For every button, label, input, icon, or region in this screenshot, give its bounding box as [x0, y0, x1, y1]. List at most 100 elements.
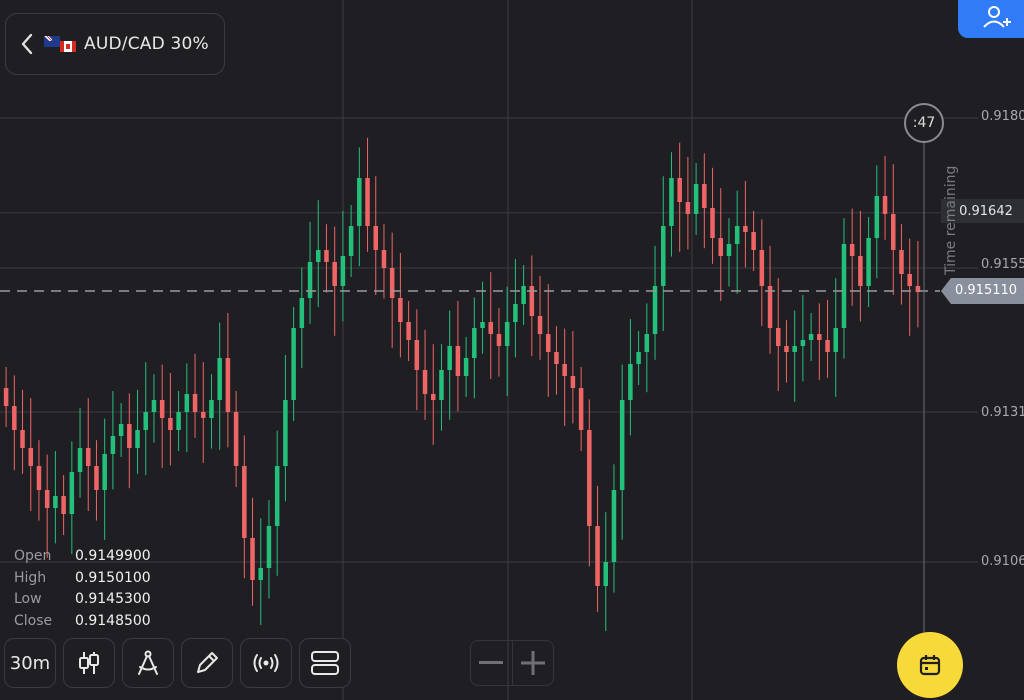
zoom-divider [511, 641, 513, 685]
candle-body [118, 424, 124, 436]
draw-button[interactable] [181, 638, 233, 688]
zoom-out-button[interactable] [471, 641, 512, 685]
candle-body [595, 526, 600, 586]
add-user-button[interactable] [958, 0, 1024, 38]
candle-body [718, 238, 724, 256]
candle-body [20, 430, 25, 448]
high-label: High [14, 569, 47, 586]
candle-body [258, 568, 264, 580]
drawing-compass-button[interactable] [122, 638, 174, 688]
calendar-icon [919, 655, 941, 676]
candle-body [874, 196, 880, 238]
candle-body [135, 430, 140, 448]
candle-body [685, 202, 691, 214]
candle-body [85, 448, 91, 466]
candles [3, 137, 921, 631]
candle-body [866, 238, 871, 286]
candle-body [283, 400, 288, 466]
currency-flags [42, 33, 80, 55]
layout-button[interactable] [299, 638, 351, 688]
candle-body [513, 304, 518, 322]
candle-body [184, 394, 190, 412]
candle-body [792, 346, 797, 352]
candle-body [200, 412, 206, 418]
candle-body [677, 178, 682, 202]
candle-body [743, 226, 748, 232]
candle-body [759, 250, 765, 286]
candle-body [767, 286, 773, 328]
close-label: Close [14, 612, 53, 629]
chart-toolbar: 30m [4, 638, 351, 688]
asset-pair-label: AUD/CAD 30% [84, 34, 209, 54]
candle-body [389, 268, 395, 298]
candle-body [77, 448, 83, 472]
canada-flag-icon [60, 41, 76, 52]
candle-body [414, 340, 420, 370]
candle-body [472, 328, 477, 358]
timeframe-button[interactable]: 30m [4, 638, 56, 688]
candle-body [619, 400, 625, 490]
calendar-button[interactable] [897, 632, 963, 698]
add-user-icon [983, 6, 1011, 28]
candle-body [455, 346, 461, 376]
open-label: Open [14, 548, 52, 564]
candle-body [825, 340, 830, 352]
compass-icon [138, 650, 158, 675]
low-value: 0.9145300 [75, 591, 151, 607]
candle-body [381, 250, 387, 268]
candle-body [110, 436, 116, 454]
candle-body [545, 334, 551, 352]
candle-body [274, 466, 280, 526]
candle-body [439, 370, 444, 400]
candle-body [660, 226, 666, 286]
current-price-text: 0.915110 [955, 283, 1018, 298]
ohlc-close-row: Close 0.9148500 [14, 611, 151, 633]
candle-body [899, 250, 904, 274]
candle-body [529, 286, 535, 316]
candle-body [578, 388, 584, 430]
timeframe-label: 30m [9, 652, 51, 674]
high-value: 0.9150100 [75, 569, 151, 586]
candle-body [159, 400, 165, 418]
pencil-icon [197, 652, 218, 673]
candle-body [833, 328, 839, 352]
candle-body [357, 178, 362, 226]
candle-body [422, 370, 428, 394]
candle-body [693, 184, 699, 214]
candle-body [61, 496, 66, 514]
candle-body [882, 196, 888, 214]
candle-body [447, 346, 452, 370]
candlestick-icon [79, 652, 99, 674]
candle-body [176, 412, 181, 430]
candle-body [192, 394, 198, 412]
candle-body [915, 286, 921, 292]
candle-body [726, 244, 732, 256]
candle-body [291, 328, 296, 400]
candle-body [28, 448, 34, 466]
chart-type-button[interactable] [63, 638, 115, 688]
candle-body [143, 412, 149, 430]
candle-body [808, 334, 814, 340]
candle-body [907, 274, 912, 286]
candle-body [340, 256, 346, 286]
candle-body [406, 322, 411, 340]
candle-body [36, 466, 42, 490]
signals-button[interactable] [240, 638, 292, 688]
candle-body [430, 394, 436, 400]
asset-selector-button[interactable]: AUD/CAD 30% [5, 13, 225, 75]
candle-body [554, 352, 559, 364]
candle-body [151, 400, 157, 412]
candle-body [398, 298, 403, 322]
broadcast-icon [253, 654, 279, 672]
chevron-left-icon[interactable] [16, 33, 38, 55]
ohlc-open-row: Open 0.9149900 [14, 546, 151, 568]
candle-body [53, 496, 58, 508]
candle-body [841, 244, 847, 328]
current-price-label: 0.915110 [941, 278, 1024, 304]
candle-body [463, 358, 469, 376]
ohlc-low-row: Low 0.9145300 [14, 589, 151, 611]
candle-body [669, 178, 674, 226]
zoom-in-button[interactable] [513, 641, 554, 685]
candle-body [348, 226, 354, 256]
